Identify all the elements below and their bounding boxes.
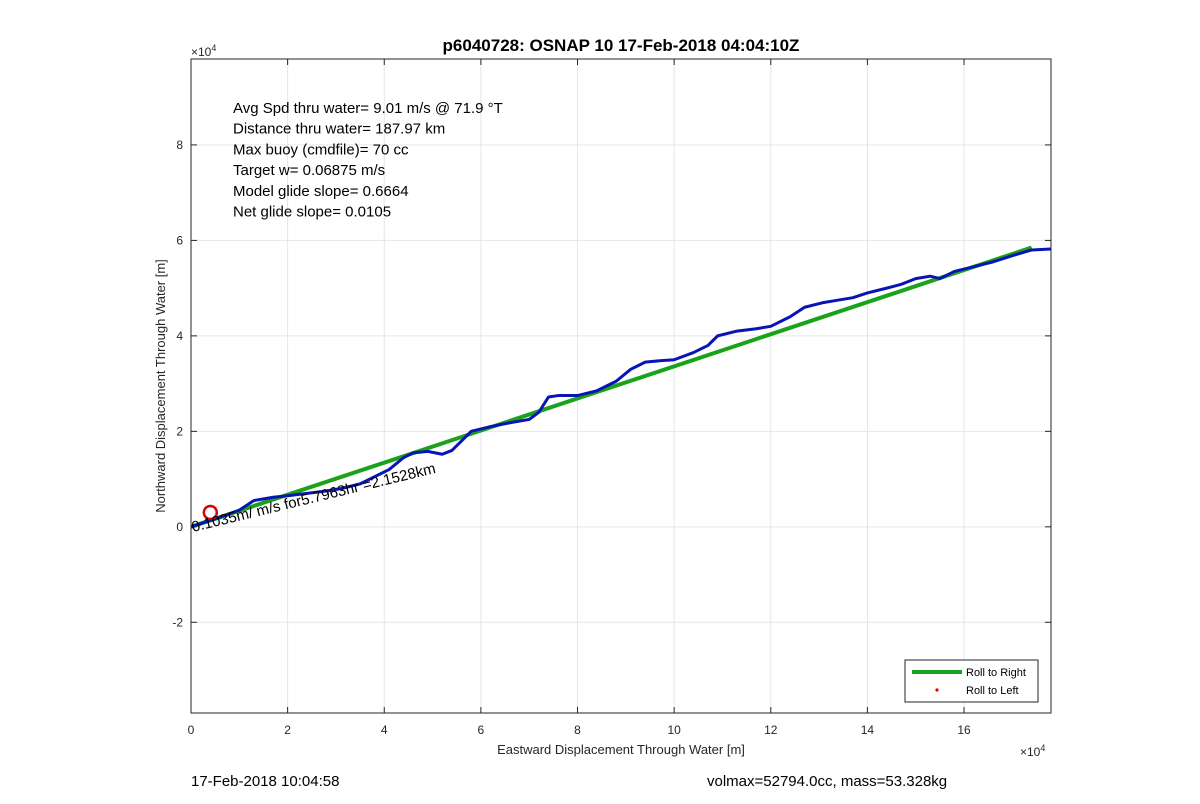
x-tick-label: 14 [861, 723, 875, 737]
y-exponent: ×104 [191, 43, 216, 59]
footer-timestamp: 17-Feb-2018 10:04:58 [191, 773, 340, 790]
x-tick-label: 10 [667, 723, 681, 737]
y-tick-label: 6 [176, 233, 183, 247]
grid-lines [190, 59, 1051, 713]
chart-title: p6040728: OSNAP 10 17-Feb-2018 04:04:10Z [443, 36, 800, 55]
x-tick-label: 6 [478, 723, 485, 737]
x-tick-label: 16 [957, 723, 971, 737]
series-group [190, 245, 1052, 529]
legend-swatch-roll-left [935, 688, 939, 692]
legend-label-roll-right: Roll to Right [966, 667, 1026, 679]
annotation-line: Model glide slope= 0.6664 [233, 183, 409, 200]
current-label: 0.1035m/ m/s for5.7963hr =2.1528km [190, 460, 437, 536]
series-line-roll-right [190, 245, 1033, 529]
legend-box [904, 659, 1039, 703]
annotation-line: Avg Spd thru water= 9.01 m/s @ 71.9 °T [233, 100, 503, 117]
legend: Roll to Right Roll to Left [904, 659, 1039, 703]
x-tick-label: 8 [574, 723, 581, 737]
series-line-track [190, 247, 1052, 529]
x-exponent: ×104 [1020, 743, 1045, 759]
annotation-line: Net glide slope= 0.0105 [233, 204, 391, 221]
x-tick-label: 2 [284, 723, 291, 737]
footer-vol-mass: volmax=52794.0cc, mass=53.328kg [707, 773, 948, 790]
y-tick-label: 0 [176, 520, 183, 534]
y-tick-label: 8 [176, 138, 183, 152]
legend-label-roll-left: Roll to Left [966, 685, 1019, 697]
x-tick-label: 4 [381, 723, 388, 737]
x-tick-label: 12 [764, 723, 778, 737]
y-tick-label: 2 [176, 424, 183, 438]
annotation-line: Target w= 0.06875 m/s [233, 162, 385, 179]
start-marker [202, 504, 219, 521]
y-tick-label: 4 [176, 329, 183, 343]
y-tick-label: -2 [172, 615, 183, 629]
plot-frame [190, 58, 1052, 714]
x-tick-label: 0 [188, 723, 195, 737]
annotation-line: Distance thru water= 187.97 km [233, 121, 445, 138]
annotation-line: Max buoy (cmdfile)= 70 cc [233, 141, 409, 158]
y-axis-label: Northward Displacement Through Water [m] [153, 259, 168, 513]
axis-ticks: 0 2 4 6 8 10 12 14 16 -2 0 2 4 6 8 [172, 59, 1051, 737]
x-axis-label: Eastward Displacement Through Water [m] [497, 742, 745, 757]
annotation-block: Avg Spd thru water= 9.01 m/s @ 71.9 °T Di… [233, 100, 503, 221]
